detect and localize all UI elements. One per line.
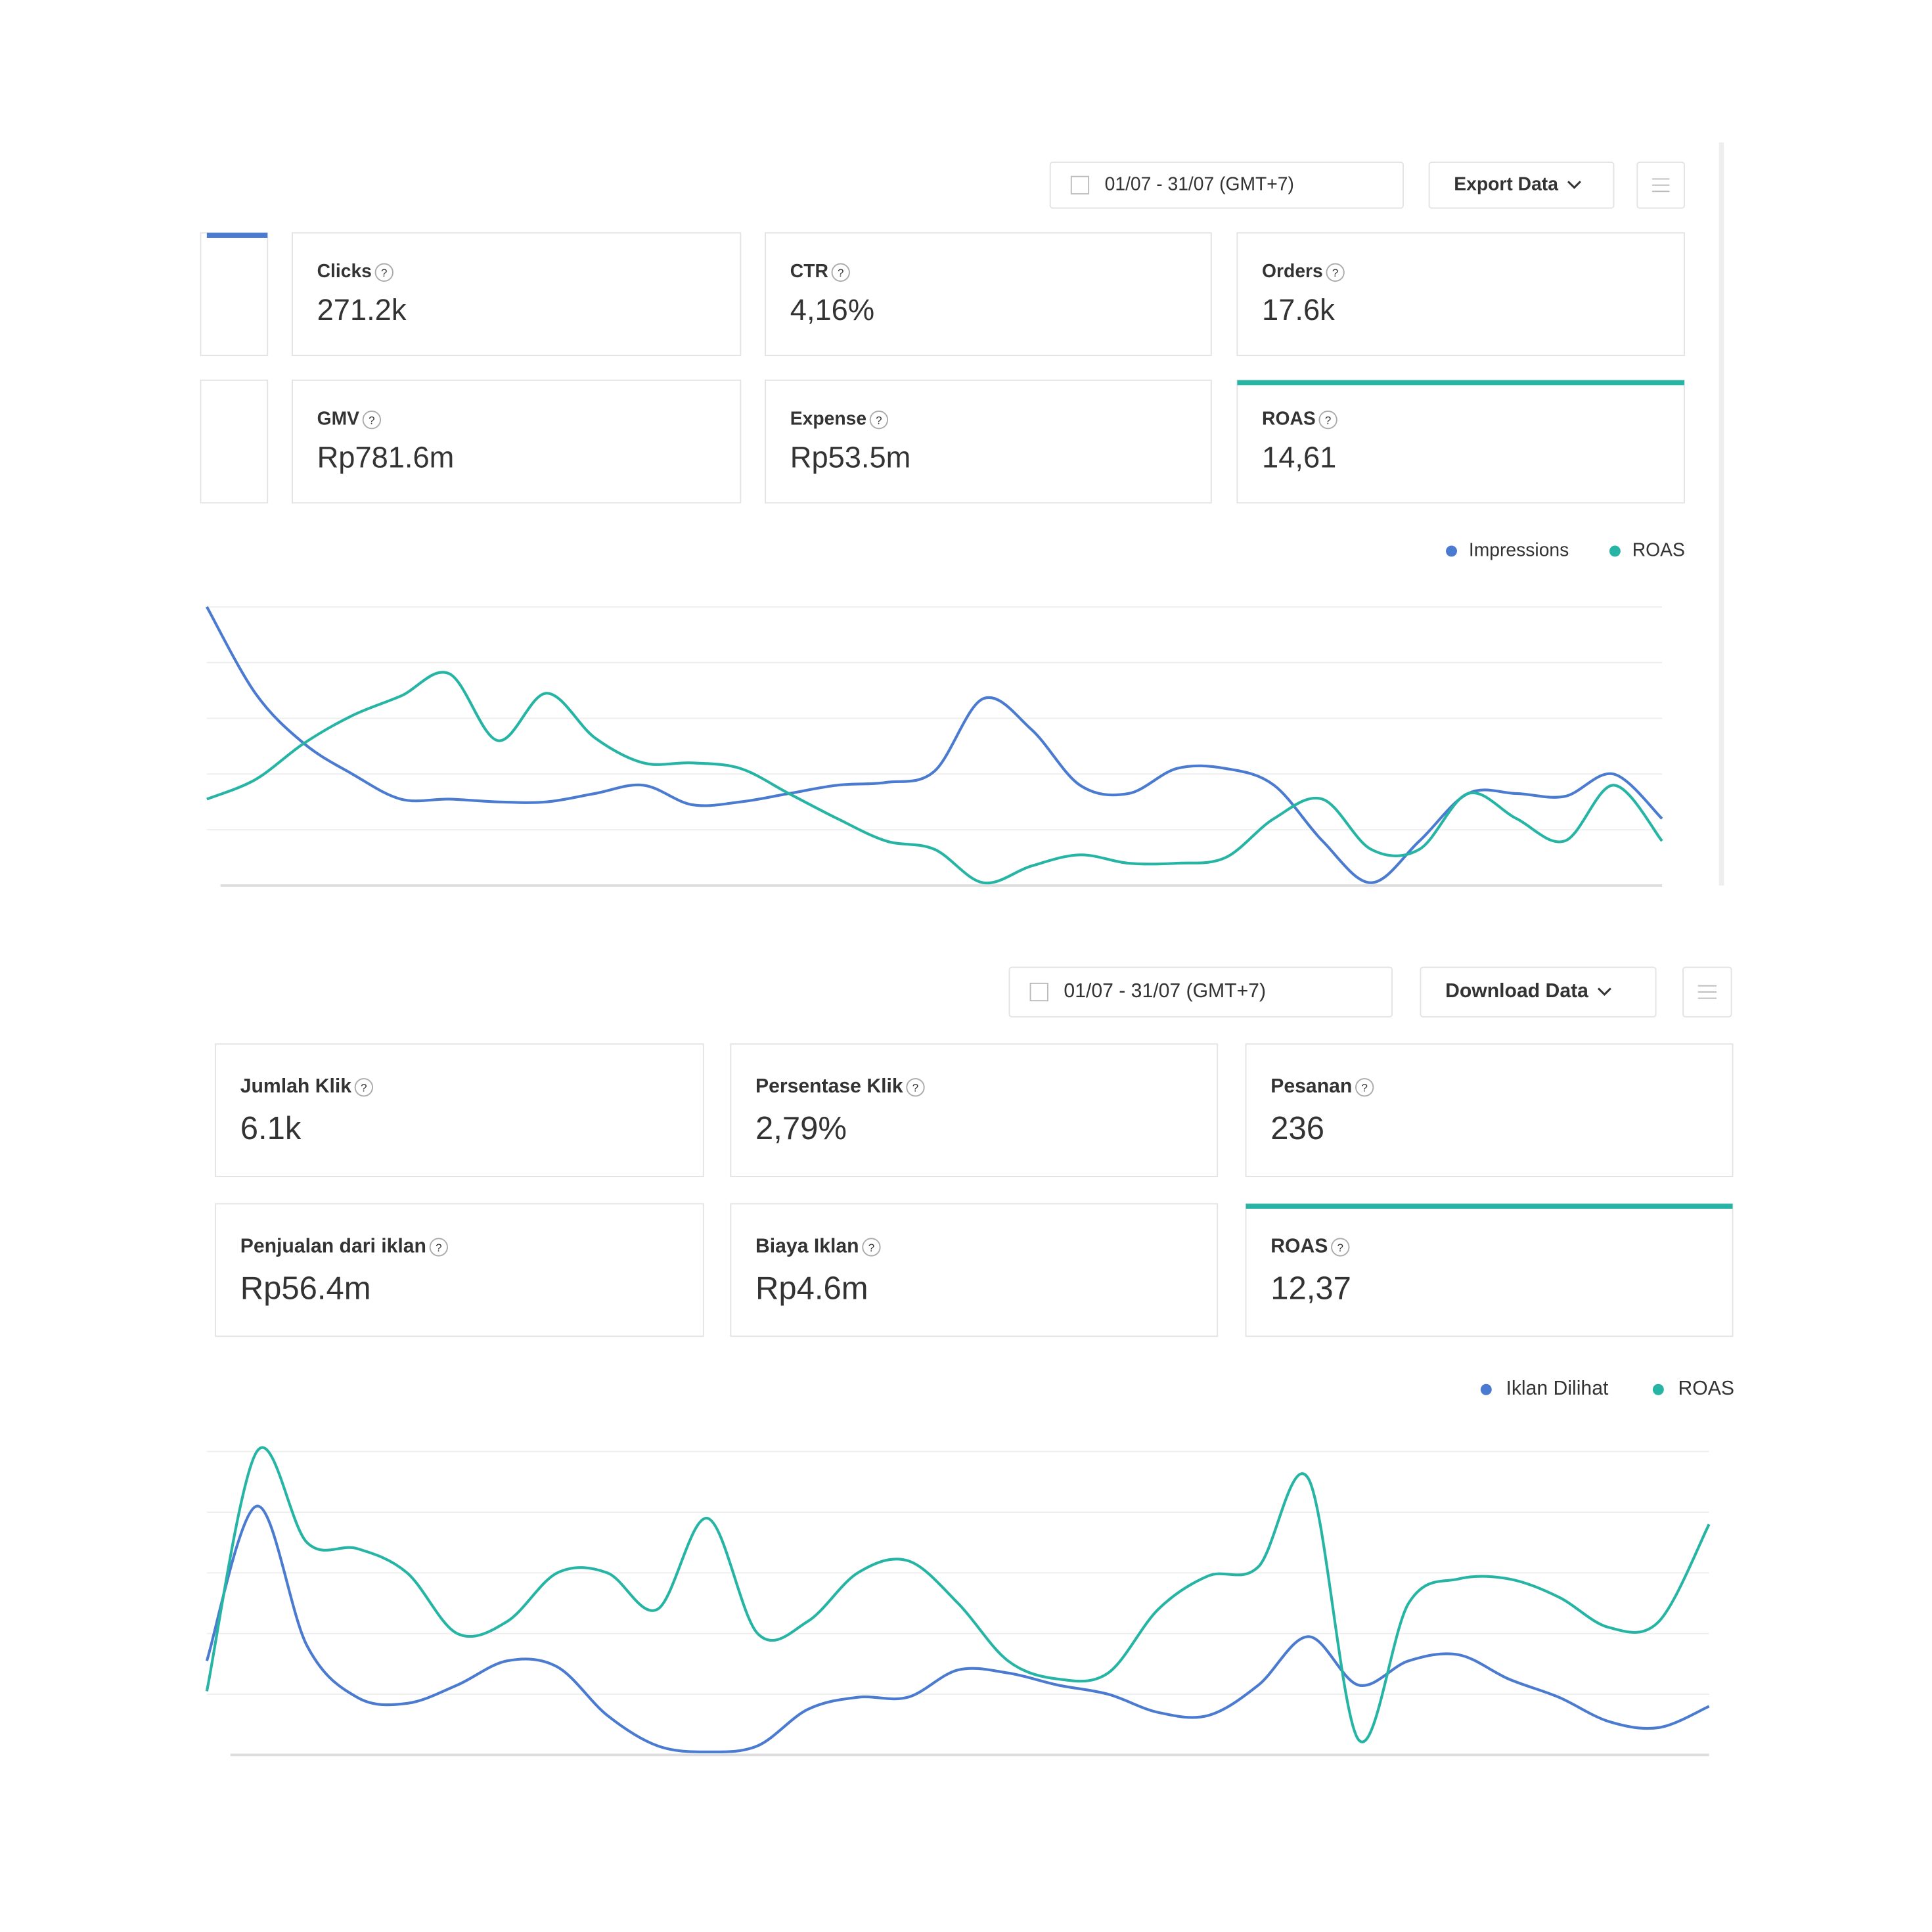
help-icon-mark: ? xyxy=(876,414,882,426)
metric-label: Jumlah Klik xyxy=(240,1075,351,1097)
help-icon-mark: ? xyxy=(1337,1242,1343,1254)
help-icon xyxy=(429,1238,448,1257)
help-icon-mark: ? xyxy=(1325,414,1331,426)
metric-label: Pesanan xyxy=(1270,1075,1352,1097)
date-picker[interactable] xyxy=(1008,966,1393,1018)
help-icon-mark: ? xyxy=(369,414,374,426)
card-active-bar xyxy=(206,233,268,238)
help-icon xyxy=(831,263,850,282)
export-button[interactable] xyxy=(1420,966,1657,1018)
metric-label: GMV xyxy=(317,408,360,429)
chevron xyxy=(1567,181,1581,189)
metric-label: ROAS xyxy=(1270,1235,1328,1257)
metric-value: Rp53.5m xyxy=(790,440,911,474)
help-icon xyxy=(354,1078,373,1097)
help-icon-mark: ? xyxy=(1332,267,1338,279)
legend-dot xyxy=(1446,545,1458,557)
date-range: 01/07 - 31/07 (GMT+7) xyxy=(1064,980,1266,1002)
card-selected-bar xyxy=(1246,1203,1733,1209)
legend-dot xyxy=(1652,1383,1664,1395)
metric-card[interactable] xyxy=(215,1203,704,1337)
metric-label: Expense xyxy=(790,408,866,429)
metric-label: Persentase Klik xyxy=(755,1075,903,1097)
help-icon xyxy=(1326,263,1345,282)
metric-value: 236 xyxy=(1270,1111,1324,1146)
metric-card[interactable] xyxy=(1245,1203,1734,1337)
calendar-icon xyxy=(1070,175,1090,194)
metric-card[interactable] xyxy=(730,1203,1219,1337)
metric-label: Biaya Iklan xyxy=(755,1235,859,1257)
legend-label: Iklan Dilihat xyxy=(1506,1378,1608,1399)
metric-value: 6.1k xyxy=(240,1111,302,1146)
help-icon xyxy=(374,263,393,282)
help-icon-mark: ? xyxy=(912,1082,918,1094)
metric-value: 12,37 xyxy=(1270,1270,1351,1306)
series-line xyxy=(206,671,1663,885)
help-icon-mark: ? xyxy=(436,1242,441,1254)
help-icon xyxy=(1318,410,1337,430)
metric-card[interactable] xyxy=(730,1043,1219,1177)
legend-label: Impressions xyxy=(1469,539,1569,560)
help-icon xyxy=(1355,1078,1374,1097)
metric-card[interactable] xyxy=(1236,232,1685,357)
metric-card[interactable] xyxy=(1245,1043,1734,1177)
metric-value: Rp781.6m xyxy=(317,440,455,474)
card-selected-bar xyxy=(1237,380,1684,386)
help-icon-mark: ? xyxy=(361,1082,367,1094)
card-partial xyxy=(200,232,269,357)
metric-card[interactable] xyxy=(765,232,1212,357)
metric-value: 2,79% xyxy=(755,1111,847,1146)
help-icon-mark: ? xyxy=(868,1242,874,1254)
help-icon-mark: ? xyxy=(1361,1082,1367,1094)
metric-value: 17.6k xyxy=(1262,293,1335,326)
metric-label: Penjualan dari iklan xyxy=(240,1235,426,1257)
panel-edge xyxy=(1719,142,1724,886)
series-line xyxy=(205,1504,1710,1753)
help-icon xyxy=(362,410,382,430)
button-label: Export Data xyxy=(1454,173,1558,194)
help-icon-mark: ? xyxy=(381,267,387,279)
metric-card[interactable] xyxy=(1236,379,1685,504)
card-partial xyxy=(200,379,269,504)
metric-label: Clicks xyxy=(317,260,372,281)
metric-card[interactable] xyxy=(215,1043,704,1177)
help-icon xyxy=(862,1238,881,1257)
metric-card[interactable] xyxy=(291,379,742,504)
metric-value: Rp4.6m xyxy=(755,1270,868,1306)
legend-dot xyxy=(1480,1383,1492,1395)
date-range: 01/07 - 31/07 (GMT+7) xyxy=(1105,173,1294,194)
series-line xyxy=(206,606,1663,884)
metric-value: Rp56.4m xyxy=(240,1270,371,1306)
metric-label: CTR xyxy=(790,260,828,281)
help-icon-mark: ? xyxy=(838,267,843,279)
button-label: Download Data xyxy=(1445,980,1588,1002)
help-icon xyxy=(1331,1238,1350,1257)
metric-value: 4,16% xyxy=(790,293,874,326)
metric-value: 14,61 xyxy=(1262,440,1336,474)
date-picker[interactable] xyxy=(1049,162,1404,209)
help-icon xyxy=(869,410,889,430)
metric-value: 271.2k xyxy=(317,293,407,326)
help-icon xyxy=(906,1078,925,1097)
legend-label: ROAS xyxy=(1678,1378,1734,1399)
metric-card[interactable] xyxy=(765,379,1212,504)
export-button[interactable] xyxy=(1428,162,1615,209)
series-line xyxy=(205,1446,1711,1743)
metric-card[interactable] xyxy=(291,232,742,357)
legend-dot xyxy=(1609,545,1621,557)
calendar-icon xyxy=(1029,982,1048,1002)
metric-label: ROAS xyxy=(1262,408,1316,429)
chevron xyxy=(1597,987,1611,996)
legend-label: ROAS xyxy=(1632,539,1685,560)
metric-label: Orders xyxy=(1262,260,1323,281)
